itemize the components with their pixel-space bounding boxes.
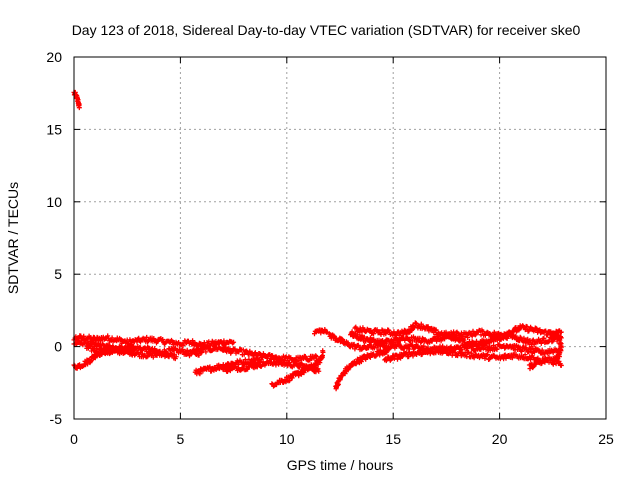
x-tick-label: 15 [385,431,401,447]
axis-ticks [73,56,607,420]
x-axis-label: GPS time / hours [287,457,394,473]
x-tick-label: 20 [492,431,508,447]
chart-title: Day 123 of 2018, Sidereal Day-to-day VTE… [72,22,581,38]
x-tick-label: 0 [70,431,78,447]
sdtvar-series-points [71,89,564,392]
plot-frame [73,56,607,420]
y-tick-label: 15 [46,121,62,137]
y-tick-label: 10 [46,194,62,210]
tick-labels: 0 5 10 15 20 25 -5 0 5 10 15 20 [46,49,614,447]
y-tick-label: 20 [46,49,62,65]
x-tick-label: 10 [279,431,295,447]
x-tick-label: 5 [177,431,185,447]
grid-lines [74,57,606,419]
data-points [71,89,564,392]
y-tick-label: 0 [54,339,62,355]
x-tick-label: 25 [598,431,614,447]
y-axis-label: SDTVAR / TECUs [5,182,21,294]
y-tick-label: 5 [54,266,62,282]
y-tick-label: -5 [50,411,63,427]
